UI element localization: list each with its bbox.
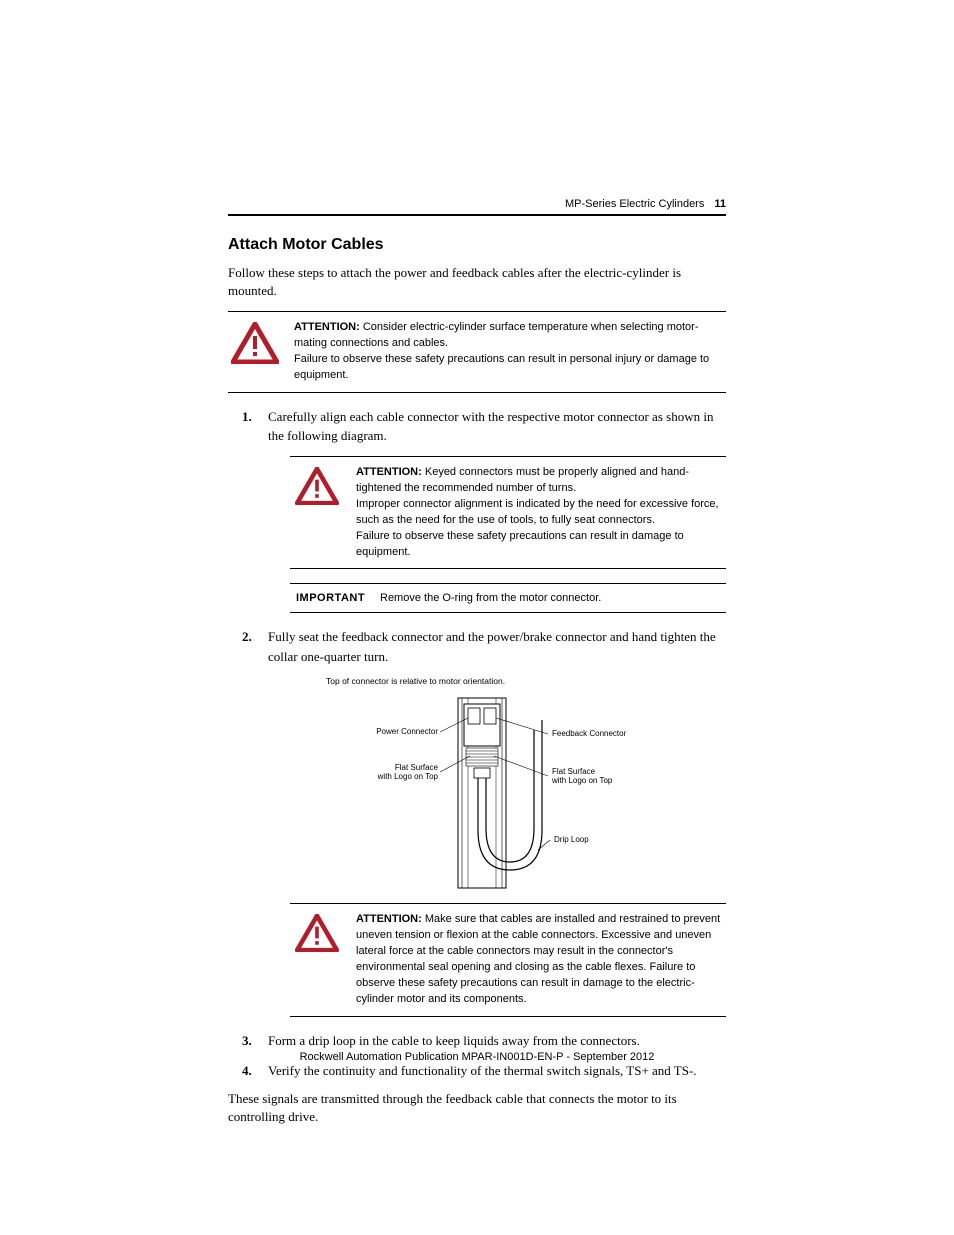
step-1: Carefully align each cable connector wit… xyxy=(228,407,726,446)
important-label: IMPORTANT xyxy=(290,592,380,604)
attention-box-1: ATTENTION: Consider electric-cylinder su… xyxy=(228,311,726,393)
attention-1-line2: Failure to observe these safety precauti… xyxy=(294,353,709,381)
page-content: Attach Motor Cables Follow these steps t… xyxy=(228,236,726,1137)
step-list-2: Fully seat the feedback connector and th… xyxy=(228,627,726,666)
attention-3-body: Make sure that cables are installed and … xyxy=(356,913,720,1005)
attention-2-line2: Improper connector alignment is indicate… xyxy=(356,498,719,526)
step-list: Carefully align each cable connector wit… xyxy=(228,407,726,446)
attention-3-text: ATTENTION: Make sure that cables are ins… xyxy=(356,912,726,1008)
label-flat-left-1: Flat Surface xyxy=(395,763,439,772)
section-intro: Follow these steps to attach the power a… xyxy=(228,264,726,299)
step-4: Verify the continuity and functionality … xyxy=(228,1061,726,1081)
attention-box-3: ATTENTION: Make sure that cables are ins… xyxy=(290,903,726,1017)
warning-icon xyxy=(290,912,344,1008)
label-power-connector: Power Connector xyxy=(376,727,438,736)
attention-label: ATTENTION: xyxy=(356,466,422,478)
section-title: Attach Motor Cables xyxy=(228,236,726,254)
label-feedback-connector: Feedback Connector xyxy=(552,729,627,738)
running-header: MP-Series Electric Cylinders 11 xyxy=(228,198,726,210)
important-text: Remove the O-ring from the motor connect… xyxy=(380,592,726,604)
warning-icon xyxy=(290,465,344,561)
attention-1-text: ATTENTION: Consider electric-cylinder su… xyxy=(294,320,726,384)
diagram-svg: Power Connector Flat Surface with Logo o… xyxy=(290,690,710,890)
step-3: Form a drip loop in the cable to keep li… xyxy=(228,1031,726,1051)
running-head-text: MP-Series Electric Cylinders xyxy=(565,198,704,210)
attention-label: ATTENTION: xyxy=(356,913,422,925)
label-flat-right-1: Flat Surface xyxy=(552,767,596,776)
label-flat-left-2: with Logo on Top xyxy=(377,772,439,781)
step-2: Fully seat the feedback connector and th… xyxy=(228,627,726,666)
footer-publication: Rockwell Automation Publication MPAR-IN0… xyxy=(228,1051,726,1063)
attention-label: ATTENTION: xyxy=(294,321,360,333)
attention-2-text: ATTENTION: Keyed connectors must be prop… xyxy=(356,465,726,561)
diagram-caption: Top of connector is relative to motor or… xyxy=(326,676,726,686)
label-flat-right-2: with Logo on Top xyxy=(551,776,613,785)
page-number: 11 xyxy=(714,198,726,210)
header-rule xyxy=(228,214,726,216)
closing-paragraph: These signals are transmitted through th… xyxy=(228,1090,726,1125)
label-drip-loop: Drip Loop xyxy=(554,835,589,844)
attention-2-line3: Failure to observe these safety precauti… xyxy=(356,530,684,558)
connector-diagram: Top of connector is relative to motor or… xyxy=(290,676,726,895)
warning-icon xyxy=(228,320,282,384)
important-box: IMPORTANT Remove the O-ring from the mot… xyxy=(290,583,726,613)
attention-box-2: ATTENTION: Keyed connectors must be prop… xyxy=(290,456,726,570)
